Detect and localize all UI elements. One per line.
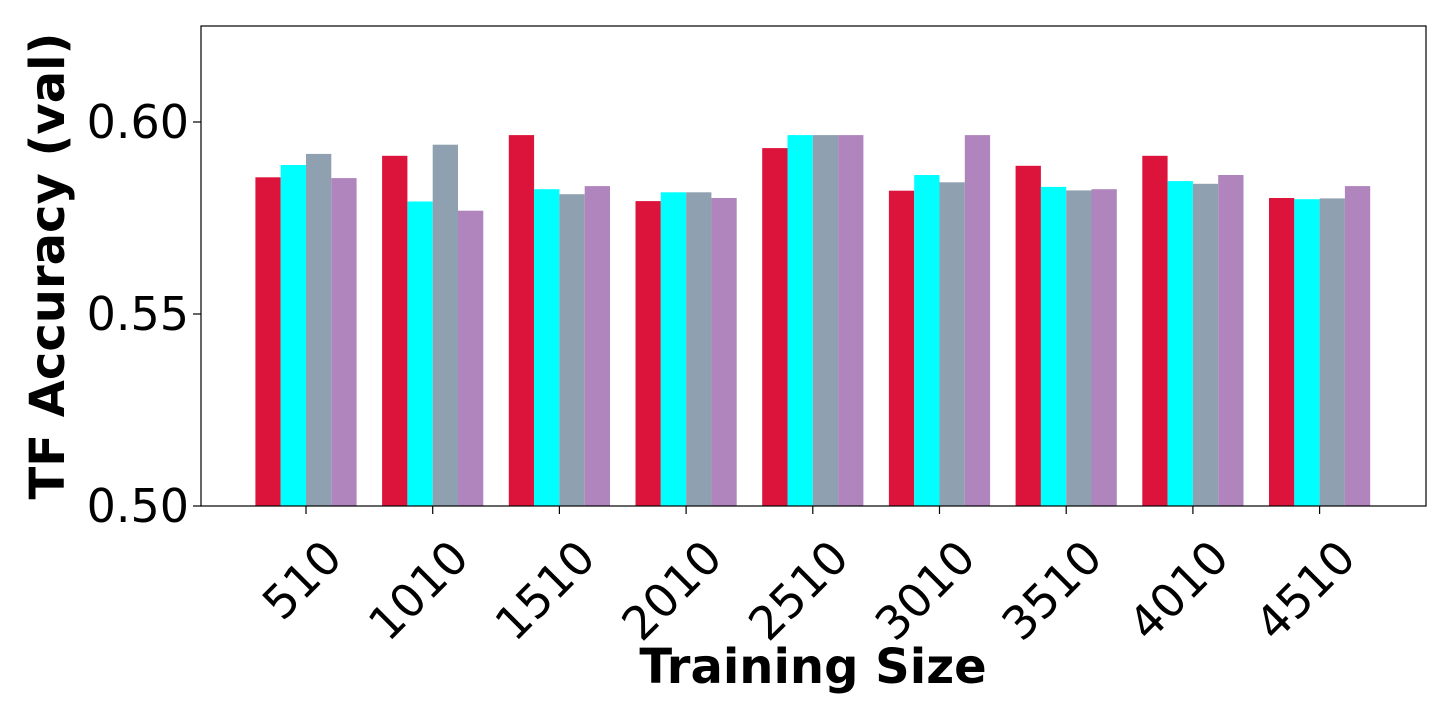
y-axis: 0.50 0.55 0.60 (87, 95, 201, 533)
x-tick-label: 2010 (611, 530, 732, 651)
bar-3510-s3 (1066, 190, 1092, 506)
y-axis-label: TF Accuracy (val) (20, 33, 76, 500)
x-tick-label: 2510 (738, 530, 859, 651)
bar-1010-s3 (432, 144, 458, 506)
bar-1510-s3 (559, 194, 585, 506)
bar-3010-s4 (964, 135, 991, 506)
plot-frame (200, 25, 1427, 507)
bar-3010-s2 (914, 175, 940, 506)
bar-3510-s2 (1040, 186, 1067, 506)
bar-1510-s4 (584, 186, 610, 506)
bar-4010-s4 (1218, 175, 1244, 506)
bar-3510-s1 (1015, 165, 1041, 507)
x-tick-label: 4510 (1245, 530, 1366, 651)
bar-4510-s1 (1269, 198, 1295, 506)
bar-510-s4 (331, 178, 357, 506)
bar-510-s1 (255, 177, 281, 507)
bar-1510-s2 (534, 189, 560, 506)
bar-1010-s1 (382, 155, 408, 507)
bar-2010-s1 (635, 201, 661, 506)
bar-510-s3 (306, 153, 332, 506)
x-tick-label: 4010 (1118, 530, 1239, 651)
x-tick-label: 510 (252, 530, 352, 630)
bars-layer (255, 135, 1371, 507)
bar-2010-s4 (711, 198, 737, 506)
bar-4010-s3 (1192, 183, 1219, 507)
bar-4510-s4 (1344, 186, 1371, 506)
x-tick-label: 3010 (865, 530, 986, 651)
bar-1010-s2 (407, 201, 433, 506)
bar-2510-s1 (762, 148, 788, 506)
x-tick-label: 1010 (358, 530, 479, 651)
bar-2510-s4 (838, 135, 864, 506)
y-tick-label: 0.55 (87, 287, 189, 341)
y-tick-label: 0.50 (87, 479, 189, 533)
bar-2510-s2 (787, 135, 813, 506)
bar-3510-s4 (1091, 189, 1117, 506)
bar-3010-s3 (939, 182, 965, 507)
x-tick-label: 1510 (485, 530, 606, 651)
bar-1010-s4 (458, 210, 484, 506)
y-tick-label: 0.60 (87, 95, 189, 149)
bar-4010-s2 (1167, 181, 1193, 506)
bar-4510-s3 (1319, 198, 1345, 506)
bar-4010-s1 (1142, 155, 1168, 507)
bar-1510-s1 (508, 135, 535, 506)
x-tick-label: 3510 (991, 530, 1112, 651)
bar-510-s2 (280, 165, 306, 506)
bar-2010-s3 (686, 192, 712, 507)
bar-3010-s1 (888, 190, 915, 506)
bar-2510-s3 (812, 135, 839, 506)
x-axis-label: Training Size (639, 639, 986, 695)
bar-2010-s2 (660, 192, 687, 507)
bar-4510-s2 (1294, 199, 1320, 506)
